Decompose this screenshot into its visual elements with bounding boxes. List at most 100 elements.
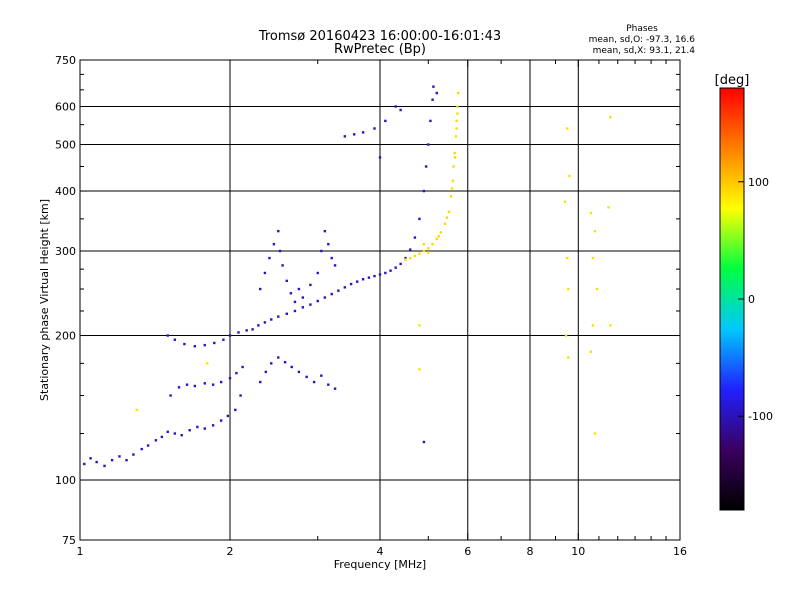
echo-point <box>234 408 237 412</box>
echo-point <box>567 356 570 359</box>
echo-point <box>456 105 459 108</box>
echo-point <box>110 458 114 462</box>
echo-point <box>272 242 276 246</box>
echo-point <box>268 256 271 260</box>
echo-point <box>589 211 593 215</box>
echo-point <box>211 383 215 386</box>
echo-point <box>435 237 438 241</box>
echo-point <box>180 433 183 437</box>
echo-point <box>443 222 447 225</box>
echo-point <box>270 318 273 321</box>
chart-subtitle: RwPretec (Bp) <box>334 42 426 57</box>
echo-point <box>565 127 569 130</box>
echo-point <box>327 242 330 246</box>
x-tick-label: 2 <box>227 545 234 558</box>
echo-point <box>563 200 567 203</box>
echo-point <box>316 299 319 303</box>
echo-point <box>241 365 244 369</box>
echo-point <box>373 274 376 278</box>
echo-point <box>277 315 280 318</box>
echo-point <box>367 276 371 279</box>
echo-point <box>135 408 138 412</box>
echo-points <box>83 85 612 468</box>
echo-point <box>263 321 267 324</box>
echo-point <box>429 119 432 123</box>
echo-point <box>418 368 421 371</box>
echo-point <box>409 256 412 260</box>
echo-point <box>330 292 333 296</box>
echo-point <box>263 271 267 275</box>
colorbar-tick-label: -100 <box>748 410 773 423</box>
colorbar-ticks: 100 0 -100 <box>738 176 773 423</box>
echo-point <box>431 242 434 246</box>
echo-point <box>394 266 397 269</box>
axis-ticks <box>79 59 681 541</box>
echo-point <box>146 444 150 447</box>
y-tick-label: 400 <box>55 185 76 198</box>
echo-point <box>203 427 206 430</box>
echo-point <box>132 453 135 456</box>
echo-point <box>301 306 305 309</box>
echo-point <box>309 283 312 287</box>
echo-point <box>404 258 407 261</box>
echo-point <box>349 282 353 286</box>
echo-point <box>103 464 106 468</box>
echo-point <box>211 424 215 427</box>
y-tick-label: 750 <box>55 54 76 67</box>
echo-point <box>455 119 458 123</box>
echo-point <box>595 287 599 291</box>
echo-point <box>409 248 412 251</box>
echo-point <box>418 324 421 327</box>
echo-point <box>188 429 191 432</box>
echo-point <box>125 458 128 462</box>
echo-point <box>454 135 458 138</box>
echo-point <box>277 229 280 233</box>
echo-point <box>404 256 407 260</box>
x-tick-label: 8 <box>527 545 534 558</box>
echo-point <box>450 187 454 190</box>
echo-point <box>451 179 455 183</box>
echo-point <box>277 356 280 359</box>
echo-point <box>301 296 305 299</box>
echo-point <box>185 383 189 386</box>
echo-point <box>422 249 426 253</box>
echo-point <box>567 287 570 291</box>
echo-point <box>140 447 143 451</box>
echo-point <box>427 247 430 250</box>
echo-point <box>373 127 376 130</box>
echo-point <box>257 324 260 327</box>
echo-point <box>222 338 225 341</box>
echo-point <box>235 371 238 375</box>
echo-point <box>330 256 333 260</box>
echo-point <box>355 280 359 283</box>
grid-lines <box>80 60 680 540</box>
echo-point <box>293 300 297 304</box>
echo-point <box>418 217 421 221</box>
y-tick-label: 200 <box>55 330 76 343</box>
colorbar-label: [deg] <box>715 73 750 88</box>
echo-point <box>343 286 347 289</box>
echo-point <box>361 131 365 134</box>
echo-point <box>413 254 417 258</box>
echo-point <box>259 287 262 291</box>
echo-point <box>297 287 301 291</box>
echo-point <box>285 279 288 283</box>
echo-point <box>264 370 268 374</box>
x-tick-label: 4 <box>377 545 384 558</box>
echo-point <box>437 235 441 238</box>
y-tick-labels: 75 100 200 300 400 500 600 750 <box>55 54 76 547</box>
echo-point <box>245 329 248 332</box>
echo-point <box>237 331 240 334</box>
echo-point <box>193 345 197 348</box>
echo-point <box>422 440 426 444</box>
echo-point <box>177 386 181 389</box>
echo-point <box>418 252 421 256</box>
x-axis-label: Frequency [MHz] <box>334 558 426 571</box>
x-tick-label: 6 <box>464 545 471 558</box>
echo-point <box>154 439 158 442</box>
phases-stats-x: mean, sd,X: 93.1, 21.4 <box>593 46 696 56</box>
echo-point <box>285 312 288 315</box>
echo-point <box>259 380 262 384</box>
echo-point <box>413 236 417 239</box>
echo-point <box>609 324 612 327</box>
